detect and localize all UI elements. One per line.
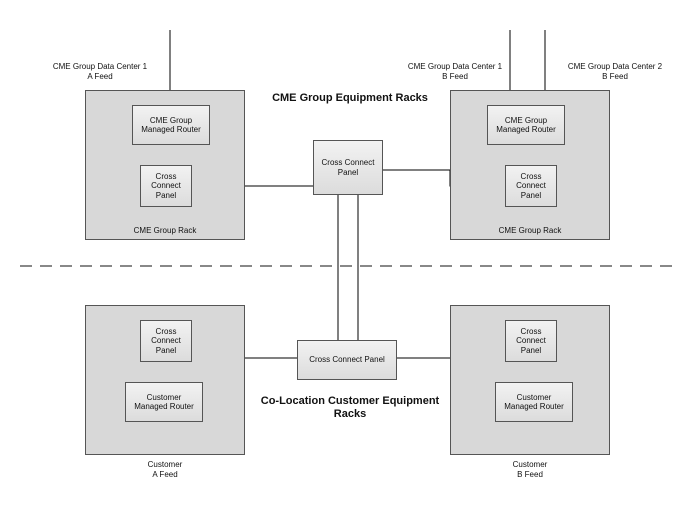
- feed-bottom-left: Customer A Feed: [105, 460, 225, 479]
- node-center-bot: Cross Connect Panel: [297, 340, 397, 380]
- diagram-stage: CME Group Equipment Racks Co-Location Cu…: [0, 0, 700, 517]
- node-tl-router: CME Group Managed Router: [132, 105, 210, 145]
- node-center-top: Cross Connect Panel: [313, 140, 383, 195]
- node-tr-cross: Cross Connect Panel: [505, 165, 557, 207]
- node-br-cross: Cross Connect Panel: [505, 320, 557, 362]
- feed-top-right-2: CME Group Data Center 2 B Feed: [555, 62, 675, 81]
- node-tr-router: CME Group Managed Router: [487, 105, 565, 145]
- node-tl-cross: Cross Connect Panel: [140, 165, 192, 207]
- rack-label-top-right: CME Group Rack: [450, 226, 610, 236]
- title-top: CME Group Equipment Racks: [250, 92, 450, 105]
- rack-label-top-left: CME Group Rack: [85, 226, 245, 236]
- title-bottom: Co-Location Customer Equipment Racks: [250, 395, 450, 421]
- feed-top-right-1: CME Group Data Center 1 B Feed: [395, 62, 515, 81]
- feed-bottom-right: Customer B Feed: [470, 460, 590, 479]
- node-br-router: Customer Managed Router: [495, 382, 573, 422]
- node-bl-router: Customer Managed Router: [125, 382, 203, 422]
- feed-top-left: CME Group Data Center 1 A Feed: [40, 62, 160, 81]
- node-bl-cross: Cross Connect Panel: [140, 320, 192, 362]
